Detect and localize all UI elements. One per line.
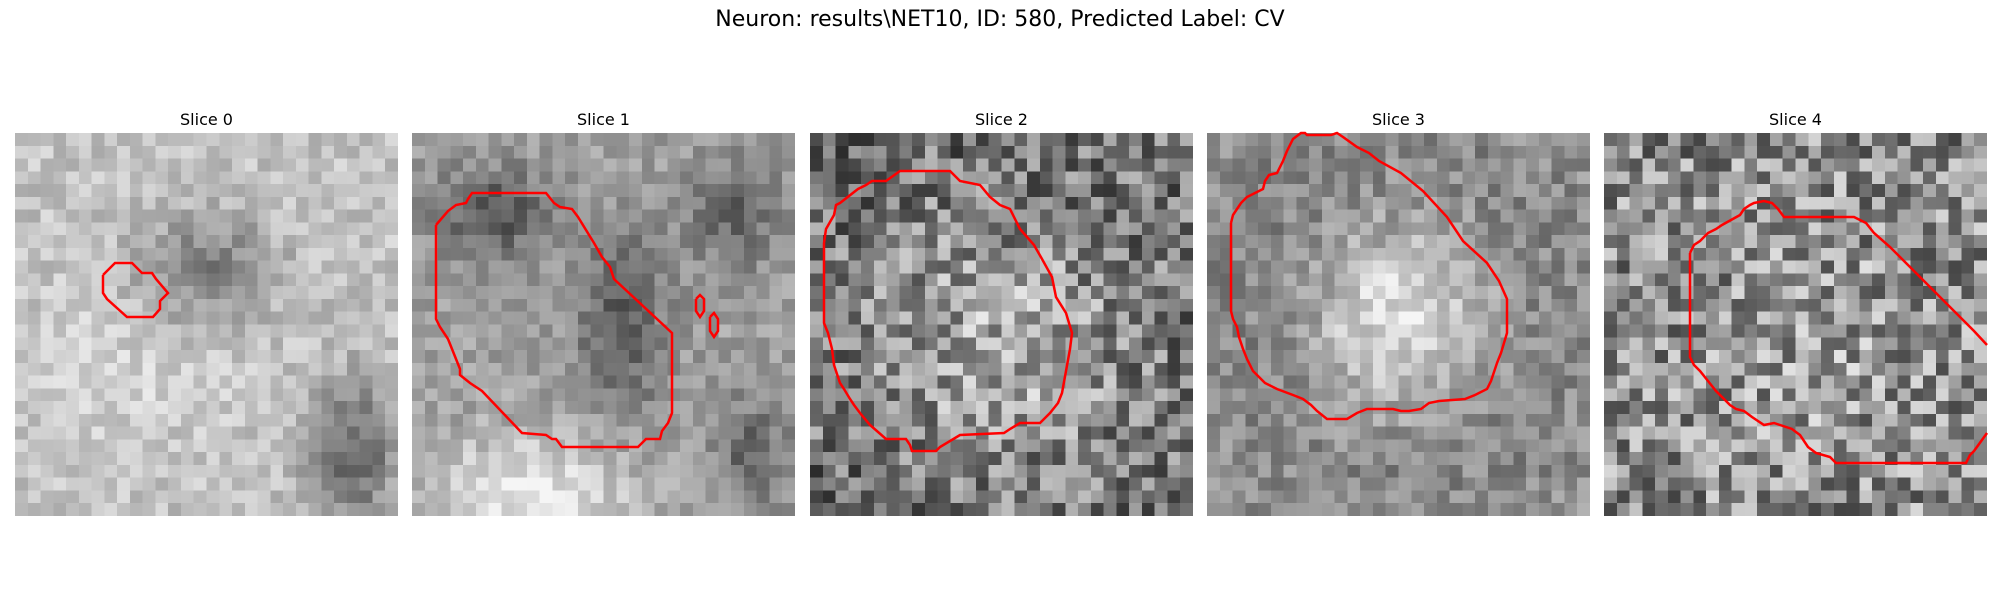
roi-contour — [101, 261, 170, 319]
slice-title-3: Slice 3 — [1372, 110, 1425, 129]
slice-image-0 — [15, 133, 398, 516]
contour-overlay-0 — [101, 261, 170, 319]
slice-image-4 — [1604, 133, 1989, 516]
grayscale-image-1 — [412, 133, 795, 516]
roi-contour — [1688, 199, 1988, 346]
roi-contour — [694, 293, 706, 320]
slice-panel-2: Slice 2 — [810, 107, 1193, 516]
roi-contour — [1229, 131, 1509, 421]
contour-overlay-4 — [1688, 199, 1989, 465]
grayscale-image-0 — [15, 133, 398, 516]
slice-title-1: Slice 1 — [577, 110, 630, 129]
figure-title: Neuron: results\NET10, ID: 580, Predicte… — [715, 7, 1285, 32]
roi-contour — [708, 311, 720, 340]
slice-image-1 — [412, 133, 795, 516]
slice-title-2: Slice 2 — [975, 110, 1028, 129]
roi-contour — [1688, 253, 1989, 465]
contour-overlay-3 — [1229, 131, 1509, 421]
contour-overlay-2 — [822, 169, 1074, 453]
slice-panel-0: Slice 0 — [15, 107, 398, 516]
grayscale-image-2 — [810, 133, 1193, 516]
slice-image-2 — [810, 133, 1193, 516]
roi-contour — [822, 169, 1074, 453]
slice-panel-3: Slice 3 — [1207, 107, 1590, 516]
slice-title-0: Slice 0 — [180, 110, 233, 129]
grayscale-image-4 — [1604, 133, 1987, 516]
slice-image-3 — [1207, 131, 1590, 516]
slice-panel-1: Slice 1 — [412, 107, 795, 516]
slice-title-4: Slice 4 — [1769, 110, 1822, 129]
roi-contour — [434, 191, 674, 449]
contour-overlay-1 — [434, 191, 720, 449]
grayscale-image-3 — [1207, 133, 1590, 516]
slice-panel-4: Slice 4 — [1604, 107, 1989, 516]
